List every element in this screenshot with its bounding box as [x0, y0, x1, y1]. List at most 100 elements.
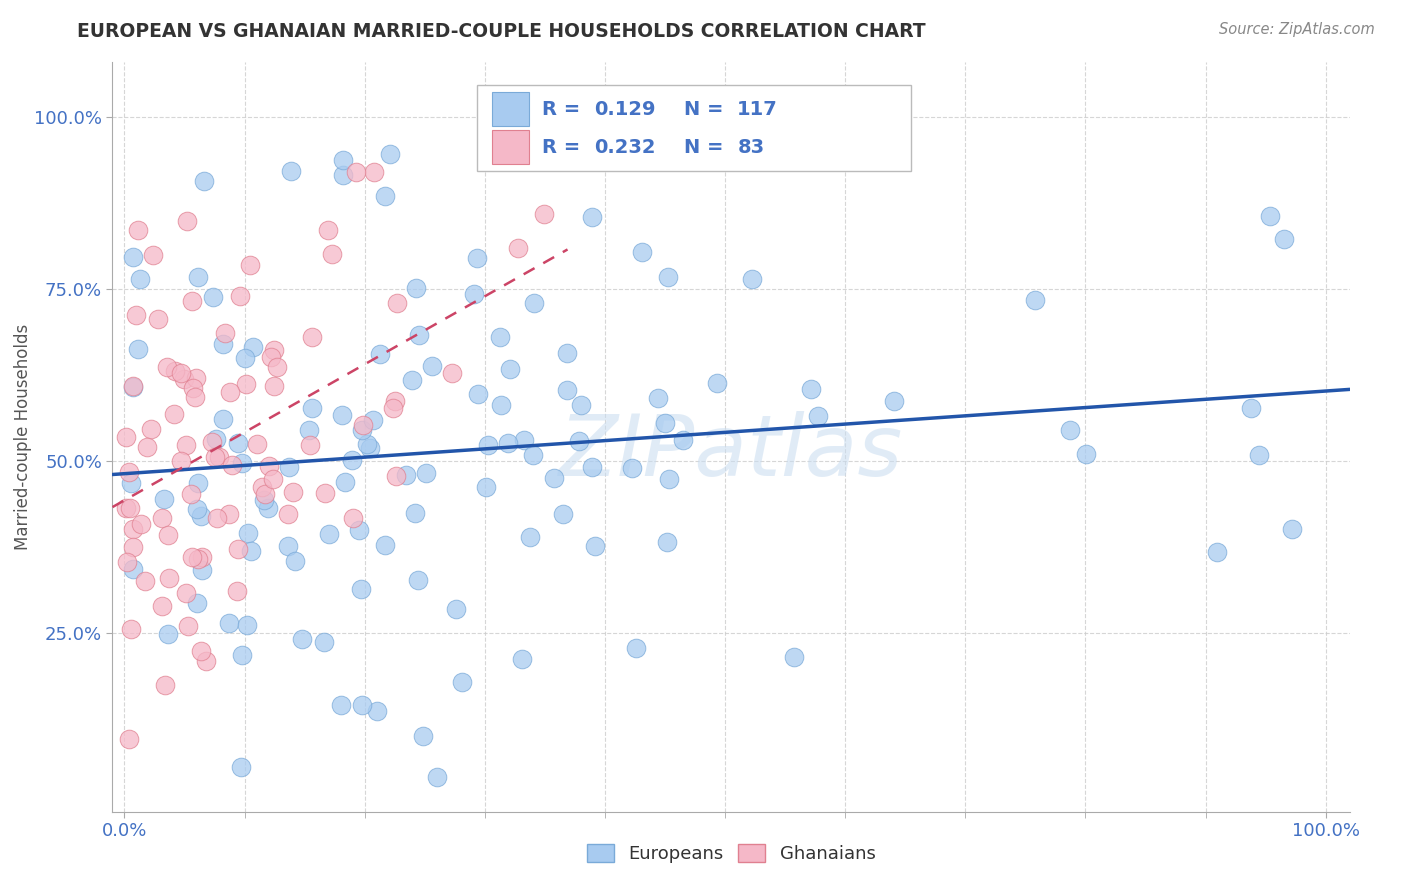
Point [183, 381, 205, 395]
Point [342, 511, 364, 525]
Point [118, 500, 141, 515]
Point [266, 360, 288, 375]
FancyBboxPatch shape [478, 85, 911, 171]
Point [384, 469, 406, 483]
Point [221, 458, 243, 473]
Point [229, 760, 252, 774]
FancyBboxPatch shape [492, 130, 530, 163]
Point [254, 487, 277, 501]
Point [283, 484, 305, 499]
Point [1272, 232, 1295, 246]
Point [190, 508, 212, 523]
Point [114, 501, 136, 516]
Point [122, 522, 145, 536]
Point [208, 450, 231, 464]
Point [204, 432, 226, 446]
Point [654, 416, 676, 430]
Point [807, 409, 830, 424]
Point [624, 640, 647, 655]
Point [212, 411, 235, 425]
Point [412, 730, 434, 744]
Point [125, 308, 148, 322]
Point [259, 350, 281, 364]
Point [186, 596, 208, 610]
Point [204, 450, 226, 464]
Point [800, 382, 823, 396]
Point [440, 366, 463, 380]
Point [218, 616, 240, 631]
Point [246, 437, 269, 451]
Point [380, 146, 402, 161]
Point [226, 435, 249, 450]
Point [555, 383, 578, 397]
Point [187, 269, 209, 284]
Point [1258, 210, 1281, 224]
Point [508, 241, 530, 255]
Point [352, 423, 374, 437]
Point [342, 453, 364, 467]
Point [173, 372, 195, 386]
Point [672, 433, 695, 447]
Text: R =: R = [541, 137, 586, 157]
Point [387, 295, 409, 310]
Point [314, 486, 336, 500]
Point [252, 480, 274, 494]
Text: 83: 83 [737, 137, 765, 157]
Point [1024, 293, 1046, 307]
Point [658, 472, 681, 486]
Point [225, 584, 247, 599]
Point [174, 585, 197, 599]
Point [368, 347, 391, 361]
Point [581, 460, 603, 475]
Point [201, 290, 224, 304]
Point [301, 330, 323, 344]
Point [349, 523, 371, 537]
Point [404, 506, 426, 520]
Point [581, 210, 603, 224]
Point [190, 550, 212, 565]
Point [783, 649, 806, 664]
Point [284, 553, 307, 567]
Point [321, 246, 343, 260]
Point [332, 408, 354, 422]
Point [631, 244, 654, 259]
Point [301, 401, 323, 415]
Y-axis label: Married-couple Households: Married-couple Households [14, 324, 32, 550]
Point [129, 516, 152, 531]
Point [465, 251, 488, 265]
Point [190, 643, 212, 657]
Point [122, 540, 145, 554]
Point [228, 542, 250, 557]
Point [330, 698, 353, 712]
Point [381, 401, 404, 416]
Point [1059, 423, 1081, 437]
Point [239, 543, 262, 558]
Point [233, 351, 256, 366]
Point [163, 407, 186, 421]
Point [1206, 545, 1229, 559]
Point [242, 340, 264, 354]
Point [219, 384, 242, 399]
Point [350, 582, 373, 597]
Point [150, 599, 173, 613]
Point [122, 250, 145, 264]
Point [498, 361, 520, 376]
Point [496, 436, 519, 450]
Point [120, 623, 142, 637]
Point [298, 438, 321, 452]
Point [115, 555, 138, 569]
Point [134, 574, 156, 588]
Point [395, 468, 418, 483]
Point [533, 207, 555, 221]
Point [420, 359, 443, 373]
Text: 0.232: 0.232 [593, 137, 655, 157]
Point [141, 247, 163, 261]
Point [155, 678, 177, 692]
Point [543, 471, 565, 485]
Point [519, 530, 541, 544]
Point [239, 258, 262, 272]
Point [156, 627, 179, 641]
Point [583, 540, 606, 554]
Point [231, 456, 253, 470]
Point [253, 493, 276, 508]
